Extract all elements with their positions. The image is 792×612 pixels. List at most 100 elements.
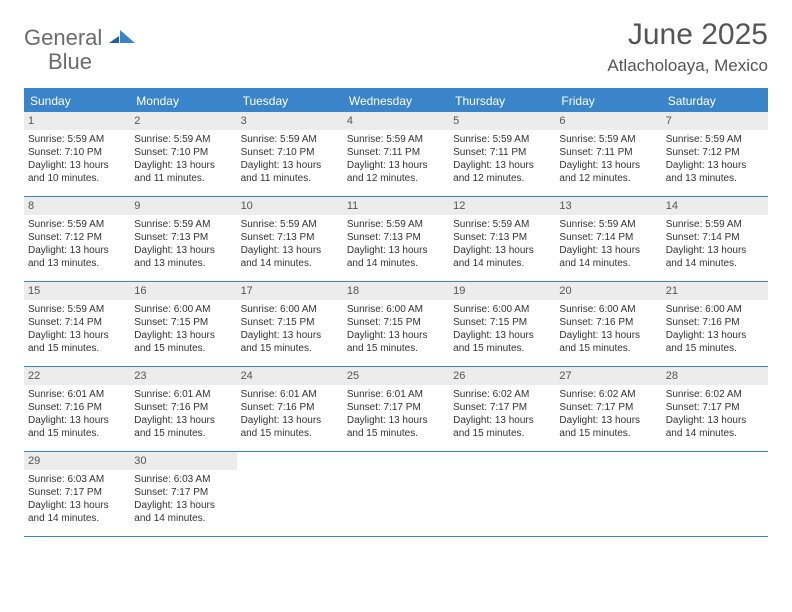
sunset-line: Sunset: 7:14 PM [28,316,126,329]
calendar-week: 15Sunrise: 5:59 AMSunset: 7:14 PMDayligh… [24,282,768,367]
daylight-line: Daylight: 13 hours and 12 minutes. [347,159,445,185]
day-number: 3 [237,112,343,130]
sunset-line: Sunset: 7:16 PM [666,316,764,329]
sunrise-line: Sunrise: 6:00 AM [241,303,339,316]
sunrise-line: Sunrise: 6:00 AM [453,303,551,316]
sunrise-line: Sunrise: 5:59 AM [453,218,551,231]
calendar-day: 26Sunrise: 6:02 AMSunset: 7:17 PMDayligh… [449,367,555,451]
day-number: 7 [662,112,768,130]
calendar-day: 9 Sunrise: 5:59 AMSunset: 7:13 PMDaylight… [130,197,236,281]
sunset-line: Sunset: 7:16 PM [28,401,126,414]
weekday-header: Saturday [662,90,768,112]
sunset-line: Sunset: 7:10 PM [134,146,232,159]
daylight-line: Daylight: 13 hours and 14 minutes. [241,244,339,270]
sunset-line: Sunset: 7:17 PM [28,486,126,499]
weekday-header: Tuesday [237,90,343,112]
calendar-day: 17 Sunrise: 6:00 AMSunset: 7:15 PMDayligh… [237,282,343,366]
day-number: 5 [449,112,555,130]
sunset-line: Sunset: 7:13 PM [134,231,232,244]
daylight-line: Daylight: 13 hours and 11 minutes. [241,159,339,185]
weekday-header: Monday [130,90,236,112]
day-number: 27 [555,367,661,385]
calendar-day: 2Sunrise: 5:59 AMSunset: 7:10 PMDaylight… [130,112,236,196]
daylight-line: Daylight: 13 hours and 13 minutes. [134,244,232,270]
calendar-day [555,452,661,536]
daylight-line: Daylight: 13 hours and 15 minutes. [241,329,339,355]
daylight-line: Daylight: 13 hours and 15 minutes. [241,414,339,440]
sunset-line: Sunset: 7:13 PM [347,231,445,244]
day-number: 10 [237,197,343,215]
sunrise-line: Sunrise: 5:59 AM [241,218,339,231]
day-number: 9 [130,197,236,215]
calendar-day: 7Sunrise: 5:59 AMSunset: 7:12 PMDaylight… [662,112,768,196]
calendar-day: 12Sunrise: 5:59 AMSunset: 7:13 PMDayligh… [449,197,555,281]
daylight-line: Daylight: 13 hours and 14 minutes. [666,414,764,440]
calendar-day: 6Sunrise: 5:59 AMSunset: 7:11 PMDaylight… [555,112,661,196]
daylight-line: Daylight: 13 hours and 15 minutes. [666,329,764,355]
sunrise-line: Sunrise: 6:02 AM [666,388,764,401]
daylight-line: Daylight: 13 hours and 15 minutes. [134,329,232,355]
daylight-line: Daylight: 13 hours and 12 minutes. [453,159,551,185]
sunrise-line: Sunrise: 6:01 AM [134,388,232,401]
day-number: 8 [24,197,130,215]
sunset-line: Sunset: 7:15 PM [347,316,445,329]
weekday-header-row: SundayMondayTuesdayWednesdayThursdayFrid… [24,90,768,112]
sunrise-line: Sunrise: 6:00 AM [134,303,232,316]
daylight-line: Daylight: 13 hours and 12 minutes. [559,159,657,185]
daylight-line: Daylight: 13 hours and 15 minutes. [453,414,551,440]
day-number: 22 [24,367,130,385]
daylight-line: Daylight: 13 hours and 13 minutes. [666,159,764,185]
sunrise-line: Sunrise: 6:02 AM [559,388,657,401]
sunrise-line: Sunrise: 5:59 AM [134,218,232,231]
daylight-line: Daylight: 13 hours and 14 minutes. [134,499,232,525]
sunset-line: Sunset: 7:11 PM [347,146,445,159]
daylight-line: Daylight: 13 hours and 15 minutes. [559,329,657,355]
calendar-day [662,452,768,536]
sunset-line: Sunset: 7:10 PM [28,146,126,159]
calendar-day [237,452,343,536]
weekday-header: Sunday [24,90,130,112]
sunset-line: Sunset: 7:15 PM [453,316,551,329]
sunrise-line: Sunrise: 6:00 AM [347,303,445,316]
calendar-day: 24Sunrise: 6:01 AMSunset: 7:16 PMDayligh… [237,367,343,451]
day-number: 1 [24,112,130,130]
day-number: 14 [662,197,768,215]
day-number: 26 [449,367,555,385]
daylight-line: Daylight: 13 hours and 10 minutes. [28,159,126,185]
day-number: 19 [449,282,555,300]
sunset-line: Sunset: 7:17 PM [559,401,657,414]
sunrise-line: Sunrise: 5:59 AM [28,218,126,231]
sunset-line: Sunset: 7:13 PM [241,231,339,244]
calendar-day: 4Sunrise: 5:59 AMSunset: 7:11 PMDaylight… [343,112,449,196]
brand-word-2: Blue [24,49,92,74]
daylight-line: Daylight: 13 hours and 15 minutes. [453,329,551,355]
sunset-line: Sunset: 7:15 PM [241,316,339,329]
calendar-week: 22 Sunrise: 6:01 AM Sunset: 7:16 PM Dayligh… [24,367,768,452]
daylight-line: Daylight: 13 hours and 14 minutes. [559,244,657,270]
daylight-line: Daylight: 13 hours and 14 minutes. [28,499,126,525]
sunrise-line: Sunrise: 5:59 AM [559,218,657,231]
calendar-day: 22Sunrise: 6:01 AMSunset: 7:16 PMDayligh… [24,367,130,451]
calendar-day: 5Sunrise: 5:59 AMSunset: 7:11 PMDaylight… [449,112,555,196]
weekday-header: Thursday [449,90,555,112]
daylight-line: Daylight: 13 hours and 15 minutes. [28,329,126,355]
calendar-week: 29Sunrise: 6:03 AMSunset: 7:17 PMDayligh… [24,452,768,537]
daylight-line: Daylight: 13 hours and 15 minutes. [134,414,232,440]
day-number: 23 [130,367,236,385]
header: General Blue June 2025 Atlacholoaya, Mex… [24,18,768,76]
calendar-day: 3Sunrise: 5:59 AMSunset: 7:10 PMDaylight… [237,112,343,196]
brand-word-1: General [24,25,102,50]
month-title: June 2025 [607,18,768,52]
sunrise-line: Sunrise: 5:59 AM [134,133,232,146]
sunrise-line: Sunrise: 5:59 AM [453,133,551,146]
title-block: June 2025 Atlacholoaya, Mexico [607,18,768,76]
calendar-day: 30Sunrise: 6:03 AMSunset: 7:17 PMDayligh… [130,452,236,536]
sunrise-line: Sunrise: 6:01 AM [347,388,445,401]
daylight-line: Daylight: 13 hours and 14 minutes. [453,244,551,270]
daylight-line: Daylight: 13 hours and 13 minutes. [28,244,126,270]
page: General Blue June 2025 Atlacholoaya, Mex… [0,0,792,537]
calendar-day: 18Sunrise: 6:00 AMSunset: 7:15 PMDayligh… [343,282,449,366]
sunrise-line: Sunrise: 6:03 AM [28,473,126,486]
day-number: 17 [237,282,343,300]
sunset-line: Sunset: 7:17 PM [347,401,445,414]
